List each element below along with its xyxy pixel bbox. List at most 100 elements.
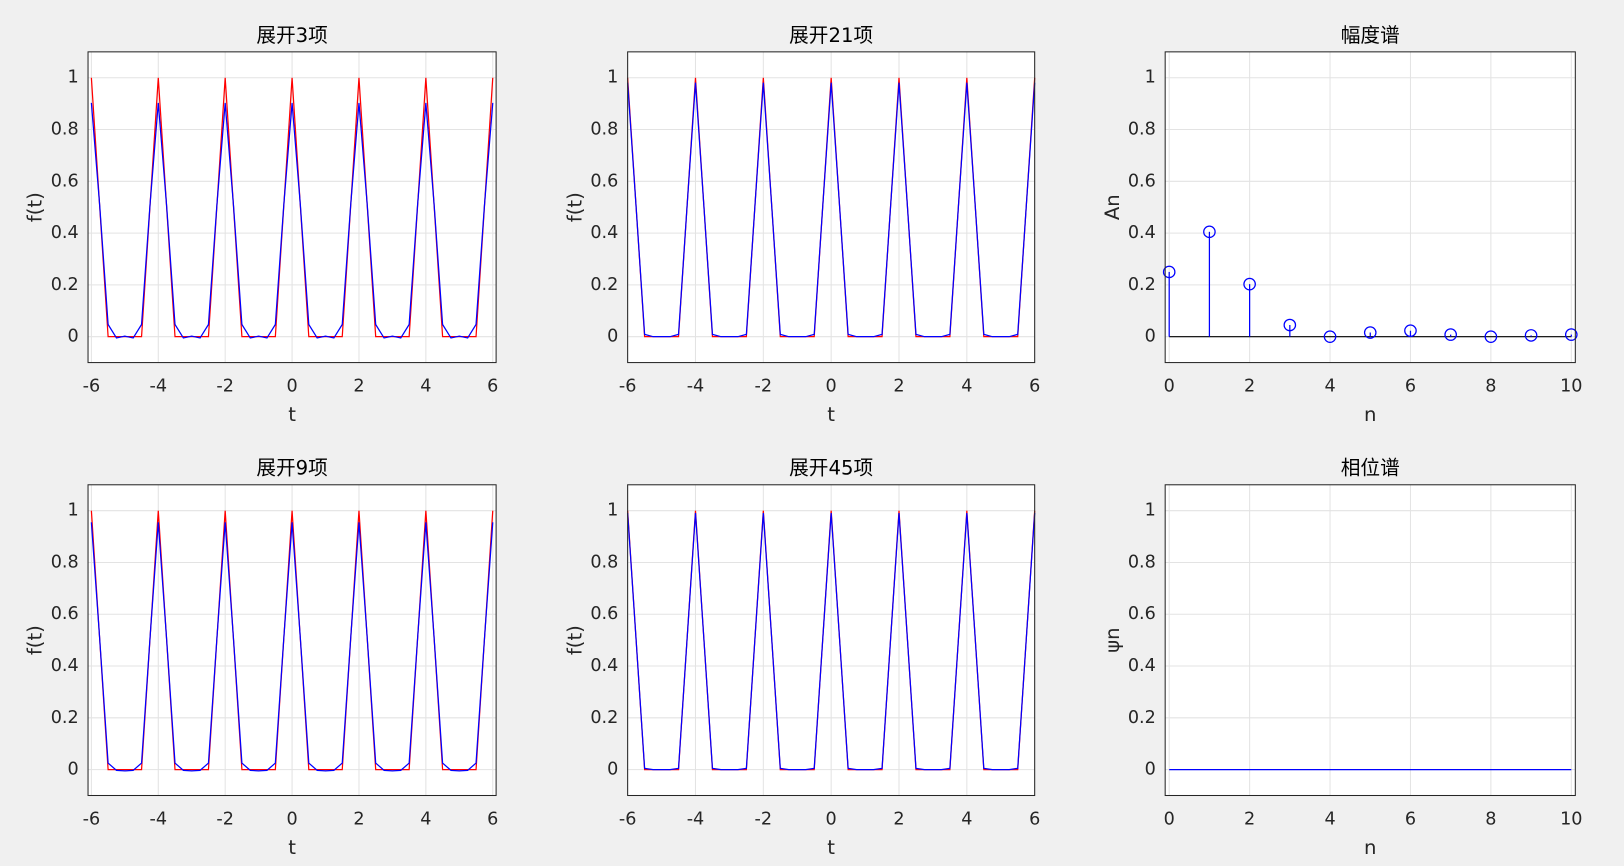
- x-tick-label: 0: [1164, 809, 1175, 829]
- y-tick-label: 0.6: [1128, 171, 1156, 191]
- x-tick-label: -2: [755, 809, 773, 829]
- subplot-title: 相位谱: [1341, 457, 1400, 480]
- x-tick-label: -6: [619, 376, 637, 396]
- x-axis-label: n: [1364, 836, 1376, 859]
- x-tick-label: 6: [1405, 809, 1416, 829]
- x-tick-label: -2: [216, 376, 234, 396]
- y-tick-label: 0.8: [51, 552, 79, 572]
- subplot-title: 展开9项: [256, 457, 327, 480]
- y-tick-label: 0: [607, 327, 618, 347]
- x-tick-label: 6: [1405, 376, 1416, 396]
- x-tick-label: -4: [150, 809, 168, 829]
- y-tick-label: 0.2: [590, 708, 618, 728]
- x-tick-label: 0: [286, 376, 297, 396]
- y-axis-label: An: [1101, 194, 1124, 220]
- x-tick-label: 8: [1485, 376, 1496, 396]
- x-tick-label: 4: [1324, 809, 1335, 829]
- x-tick-label: 10: [1560, 809, 1582, 829]
- y-tick-label: 0: [68, 760, 79, 780]
- data-line: [90, 102, 494, 339]
- x-tick-label: -4: [687, 809, 705, 829]
- stem-marker: [1524, 329, 1538, 342]
- data-line: [627, 77, 1036, 338]
- y-tick-label: 1: [68, 501, 79, 521]
- x-tick-label: 2: [1244, 809, 1255, 829]
- subplot-title: 展开21项: [789, 24, 873, 47]
- y-axis-label: ψn: [1101, 627, 1124, 652]
- stem-marker: [1564, 328, 1578, 341]
- y-tick-label: 0.4: [590, 223, 618, 243]
- stem-marker: [1363, 326, 1377, 339]
- x-tick-label: 0: [826, 376, 837, 396]
- x-axis-label: t: [288, 403, 296, 426]
- x-tick-label: -4: [150, 376, 168, 396]
- stem-marker: [1404, 324, 1417, 338]
- y-tick-label: 1: [1145, 501, 1156, 521]
- y-tick-label: 0.6: [51, 171, 79, 191]
- x-tick-label: 4: [420, 376, 431, 396]
- y-axis-label: f(t): [24, 625, 47, 655]
- y-tick-label: 1: [68, 68, 79, 88]
- y-tick-label: 0.6: [1128, 604, 1156, 624]
- x-tick-label: 2: [1244, 376, 1255, 396]
- axes-box: [87, 484, 497, 797]
- x-tick-label: 10: [1560, 376, 1582, 396]
- data-line: [627, 510, 1036, 771]
- stem-marker: [1162, 265, 1176, 279]
- axes-box: [627, 51, 1036, 364]
- axes-box: [627, 484, 1036, 797]
- y-axis-label: f(t): [563, 192, 586, 222]
- x-tick-label: 6: [1029, 376, 1040, 396]
- x-tick-label: 6: [1029, 809, 1040, 829]
- x-tick-label: -2: [216, 809, 234, 829]
- y-tick-label: 0.2: [51, 275, 79, 295]
- x-tick-label: 0: [826, 809, 837, 829]
- y-tick-label: 1: [607, 68, 618, 88]
- x-tick-label: -6: [83, 376, 101, 396]
- stem-marker: [1444, 328, 1457, 341]
- y-tick-label: 0: [1145, 327, 1156, 347]
- x-axis-label: t: [827, 836, 835, 859]
- x-tick-label: 4: [1324, 376, 1335, 396]
- y-tick-label: 0.6: [51, 604, 79, 624]
- stem-marker: [1283, 318, 1297, 332]
- y-tick-label: 0: [607, 760, 618, 780]
- axes-box: [87, 51, 497, 364]
- stem-marker: [1243, 277, 1256, 291]
- subplot: 0 0.2 0.4 0.6 0.8 1 -6 -4 -2 0 2 4 6 展开3项 t f(t): [24, 24, 499, 426]
- axes-box: [1164, 51, 1576, 364]
- x-axis-label: t: [827, 403, 835, 426]
- x-tick-label: 4: [961, 809, 972, 829]
- y-tick-label: 0.8: [590, 120, 618, 140]
- y-tick-label: 0.8: [1128, 552, 1156, 572]
- stem-marker: [1323, 330, 1337, 343]
- y-tick-label: 1: [1145, 68, 1156, 88]
- data-line: [90, 522, 494, 772]
- plot-area: [1165, 51, 1576, 363]
- x-tick-label: 8: [1485, 809, 1496, 829]
- y-tick-label: 0.4: [51, 656, 79, 676]
- x-tick-label: -2: [755, 376, 773, 396]
- x-tick-label: 6: [487, 809, 498, 829]
- x-tick-label: 4: [961, 376, 972, 396]
- y-tick-label: 0.4: [1128, 656, 1156, 676]
- x-tick-label: 0: [286, 809, 297, 829]
- y-tick-label: 0.8: [590, 552, 618, 572]
- x-tick-label: 2: [893, 809, 904, 829]
- subplot-title: 展开45项: [789, 457, 873, 480]
- y-tick-label: 0: [1145, 760, 1156, 780]
- x-tick-label: -6: [619, 809, 637, 829]
- data-line: [90, 510, 494, 771]
- y-tick-label: 0.2: [1128, 275, 1156, 295]
- plot-area: [1165, 484, 1576, 796]
- data-line: [627, 82, 1036, 338]
- y-tick-label: 0: [68, 327, 79, 347]
- x-tick-label: -4: [687, 376, 705, 396]
- y-tick-label: 0.4: [1128, 223, 1156, 243]
- x-tick-label: 4: [420, 809, 431, 829]
- subplot-title: 展开3项: [256, 24, 327, 47]
